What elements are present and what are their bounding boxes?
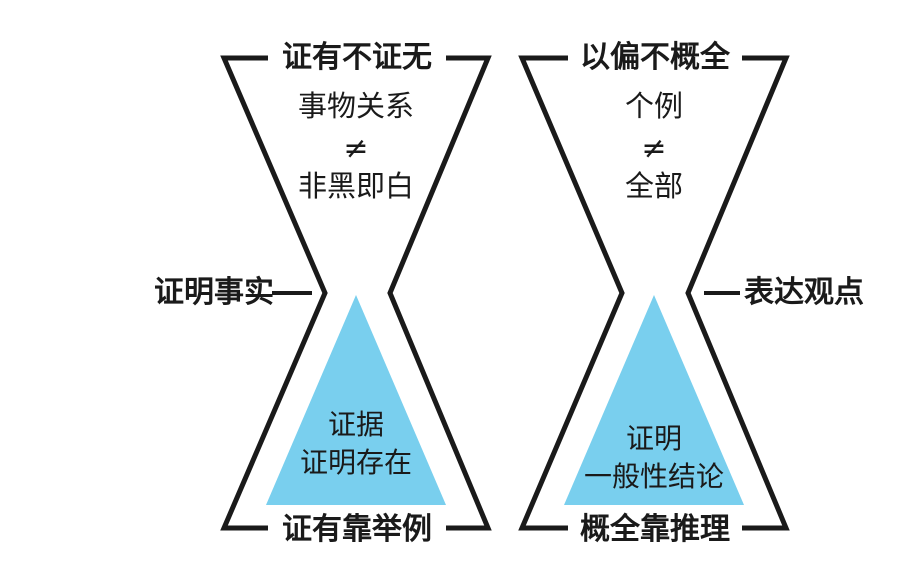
right-side-label: 表达观点 xyxy=(744,275,864,310)
left-not-equal-symbol: ≠ xyxy=(343,131,369,166)
right-triangle-line-2: 一般性结论 xyxy=(583,460,724,493)
left-top-label: 证有不证无 xyxy=(282,40,432,75)
left-hourglass-outline xyxy=(220,55,492,531)
right-bottom-label: 概全靠推理 xyxy=(580,512,730,547)
left-triangle-line-1: 证据 xyxy=(327,408,384,441)
left-side-label: 证明事实 xyxy=(154,275,274,310)
right-hourglass-outline xyxy=(518,55,790,531)
right-triangle xyxy=(564,295,744,505)
right-not-equal-symbol: ≠ xyxy=(641,131,667,166)
left-hourglass-left-wall xyxy=(220,55,328,531)
right-hourglass-right-wall xyxy=(685,55,790,531)
right-inner-text-2: 全部 xyxy=(624,169,683,203)
left-inner-text-2: 非黑即白 xyxy=(297,169,414,203)
right-inner-text-1: 个例 xyxy=(624,89,683,123)
right-hourglass-left-wall xyxy=(518,55,625,531)
left-triangle-line-2: 证明存在 xyxy=(299,446,412,479)
left-hourglass-right-wall xyxy=(387,55,492,531)
left-bottom-label: 证有靠举例 xyxy=(282,512,432,547)
left-triangle xyxy=(266,295,446,505)
right-top-label: 以偏不概全 xyxy=(580,40,730,75)
right-triangle-line-1: 证明 xyxy=(625,422,682,455)
left-inner-text-1: 事物关系 xyxy=(297,89,414,123)
